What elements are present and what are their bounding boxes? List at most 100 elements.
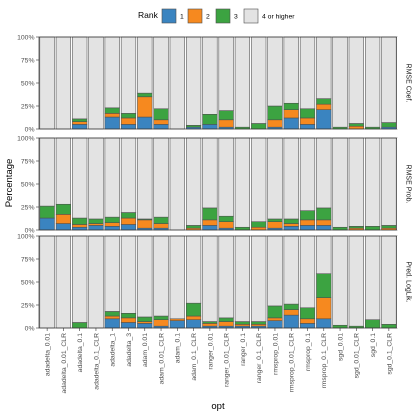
bar-segment [153, 216, 169, 224]
legend: Rank 1 2 3 4 or higher [138, 8, 295, 24]
bar-segment [348, 36, 364, 124]
y-tick-label: 0% [25, 126, 35, 133]
bar-segment [332, 235, 348, 326]
bar-segment [267, 235, 283, 307]
bar-segment [153, 124, 169, 130]
bar-segment [299, 36, 316, 110]
bar-segment [137, 137, 153, 220]
bar-segment [104, 226, 120, 231]
bar-segment [299, 219, 316, 226]
y-tick-label: 100% [17, 135, 34, 142]
bar-segment [120, 212, 137, 219]
bar-segment [169, 36, 185, 130]
bar-segment [283, 102, 299, 110]
bar-segment [316, 137, 332, 209]
y-tick-label: 100% [17, 233, 34, 240]
legend-key-2 [187, 8, 203, 24]
bar-segment [202, 225, 218, 231]
bar-segment [185, 36, 202, 126]
bar-segment [218, 215, 234, 222]
bar-segment [202, 323, 218, 327]
bar-segment [251, 235, 267, 322]
x-tick-label: adam_0.01 [142, 333, 149, 367]
bar-segment [120, 313, 137, 319]
bar-segment [283, 226, 299, 231]
bar-segment [88, 36, 104, 130]
x-tick-label: sgd_0.1 [370, 333, 377, 357]
bar-segment [153, 315, 169, 320]
bar-segment [202, 124, 218, 130]
bar-segment [120, 137, 137, 213]
x-tick-label: adadelta_0.1 [77, 333, 84, 373]
bar-segment [120, 317, 137, 323]
bar-segment [169, 235, 185, 320]
bar-segment [153, 36, 169, 110]
bar-segment [267, 218, 283, 222]
bar-segment [267, 105, 283, 121]
facet-strip-label: Pred. LogLik. [405, 261, 412, 302]
bar-segment [299, 307, 316, 320]
y-tick-label: 50% [21, 279, 35, 286]
x-tick-label: sgd_0.1_CLR [386, 333, 393, 375]
x-tick-label: adadelta_0.1_CLR [93, 333, 100, 390]
bar-segment [267, 320, 283, 329]
x-axis-title: opt [211, 401, 225, 412]
x-tick-label: adam_0.1_CLR [191, 333, 198, 381]
bar-segment [137, 96, 153, 118]
bar-segment [267, 36, 283, 107]
bar-segment [251, 36, 267, 124]
bar-segment [234, 324, 251, 327]
x-tick-label: adam_0.1 [175, 333, 182, 363]
bar-segment [251, 226, 267, 231]
bar-segment [381, 235, 397, 325]
bar-segment [267, 119, 283, 128]
y-tick-label: 75% [21, 57, 35, 64]
bar-segment [72, 137, 88, 219]
bar-segment [316, 235, 332, 274]
bar-segment [88, 223, 104, 226]
bar-segment [348, 226, 364, 229]
chart-panels: 0% 25% 50% 75% 100% RMSE Coef. 0% 25% 50% 75% 100%… [17, 34, 411, 393]
y-tick-label: 100% [17, 34, 34, 41]
bar-segment [316, 225, 332, 231]
bar-segment [381, 36, 397, 123]
legend-label-3: 3 [234, 13, 238, 20]
bar-segment [316, 103, 332, 110]
x-tick-label: rmsprop_0.01_CLR [289, 333, 296, 392]
legend-key-4-or-higher [243, 8, 259, 24]
bar-segment [104, 235, 120, 312]
bar-segment [104, 137, 120, 218]
bar-segment [283, 109, 299, 119]
x-tick-label: rmsprop_0.01 [272, 333, 279, 375]
bar-segment [153, 137, 169, 218]
x-tick-label: adam_0.01_CLR [158, 333, 165, 384]
bar-segment [316, 36, 332, 99]
x-axis: adadelta_0.01 adadelta_0.01_CLR adadelta_0… [45, 328, 393, 393]
bar-segment [55, 235, 72, 329]
bar-segment [120, 36, 137, 114]
y-tick-label: 25% [21, 204, 35, 211]
bar-segment [316, 318, 332, 329]
y-tick-label: 75% [21, 158, 35, 165]
bar-segment [88, 235, 104, 329]
facet-strip [397, 236, 411, 328]
x-tick-label: sgd_0.01_CLR [354, 333, 361, 378]
bar-segment [202, 207, 218, 221]
bar-segment [104, 113, 120, 118]
bar-segment [169, 137, 185, 231]
bar-segment [104, 318, 120, 329]
bar-segment [332, 226, 348, 231]
bar-segment [55, 223, 72, 231]
bar-segment [251, 321, 267, 325]
bar-segment [267, 221, 283, 229]
panel-2: 0% 25% 50% 75% 100% RMSE Prob. [17, 135, 411, 234]
bar-segment [267, 317, 283, 321]
bar-segment [299, 117, 316, 125]
bar-segment [137, 323, 153, 329]
bar-segment [88, 218, 104, 224]
bar-segment [234, 321, 251, 325]
bar-segment [234, 226, 251, 231]
bar-segment [120, 322, 137, 329]
bar-segment [316, 273, 332, 298]
